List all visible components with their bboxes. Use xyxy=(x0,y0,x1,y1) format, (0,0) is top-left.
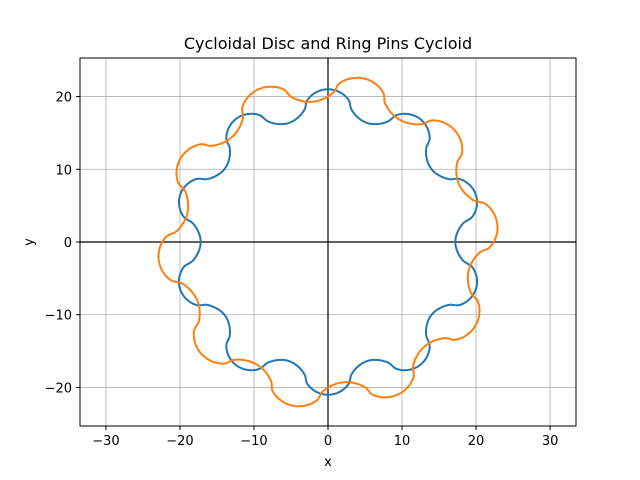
y-tick-label: −10 xyxy=(45,309,72,324)
y-axis-label: y xyxy=(22,238,37,246)
series-layer xyxy=(157,76,499,408)
y-tick-label: 0 xyxy=(64,236,72,251)
x-tick-label: 30 xyxy=(542,434,559,449)
series-2-curve xyxy=(157,76,499,408)
y-tick-label: −20 xyxy=(45,381,72,396)
chart-title: Cycloidal Disc and Ring Pins Cycloid xyxy=(184,34,472,53)
x-tick-label: 0 xyxy=(324,434,332,449)
x-tick-label: 20 xyxy=(468,434,485,449)
x-tick-label: −10 xyxy=(240,434,267,449)
series-1-curve xyxy=(177,88,479,396)
x-tick-label: 10 xyxy=(394,434,411,449)
ticks: −30 −20 −10 0 10 20 30 −20 −10 0 10 20 xyxy=(45,91,559,449)
y-tick-label: 10 xyxy=(55,163,72,178)
x-tick-label: −30 xyxy=(92,434,119,449)
y-tick-label: 20 xyxy=(55,91,72,106)
x-tick-label: −20 xyxy=(166,434,193,449)
x-axis-label: x xyxy=(324,455,332,470)
